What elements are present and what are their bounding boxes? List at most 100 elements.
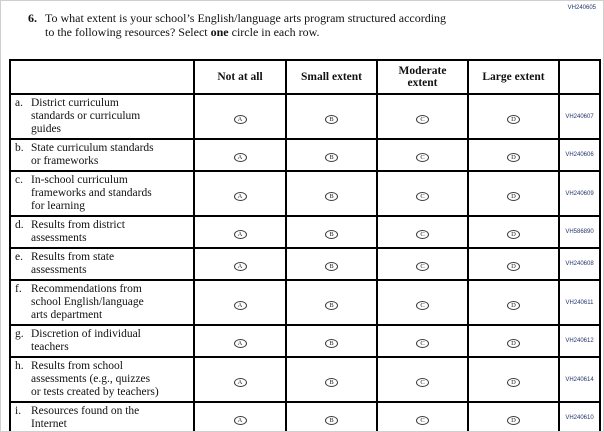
question-number: 6.	[28, 11, 37, 25]
answer-bubble-not-at-all[interactable]: A	[233, 416, 247, 425]
question-block: 6. To what extent is your school’s Engli…	[28, 11, 447, 39]
answer-bubble-not-at-all[interactable]: A	[233, 300, 247, 310]
cell-moderate-extent: C	[376, 401, 469, 431]
header-moderate-extent: Moderate extent	[376, 59, 469, 95]
table-row: f. Recommendations from school English/l…	[9, 279, 601, 326]
answer-bubble-large-extent[interactable]: D	[507, 262, 520, 271]
cell-small-extent: B	[285, 93, 378, 140]
answer-bubble-not-at-all[interactable]: A	[233, 114, 247, 124]
row-label-cell: b. State curriculum standards or framewo…	[9, 138, 195, 172]
row-letter: h.	[15, 360, 24, 372]
cell-small-extent: B	[285, 279, 378, 326]
answer-bubble-small-extent[interactable]: B	[325, 230, 338, 239]
row-letter: b.	[15, 142, 24, 154]
answer-bubble-moderate-extent[interactable]: C	[416, 230, 429, 239]
row-label: Results from state assessments	[31, 251, 115, 276]
row-label-cell: i. Resources found on the Internet	[9, 401, 195, 431]
cell-not-at-all: A	[193, 356, 287, 403]
answer-bubble-small-extent[interactable]: B	[325, 191, 338, 201]
answer-bubble-large-extent[interactable]: D	[507, 153, 520, 162]
row-label: State curriculum standards or frameworks	[31, 142, 154, 167]
answer-bubble-not-at-all[interactable]: A	[233, 191, 247, 201]
answer-bubble-not-at-all[interactable]: A	[233, 230, 247, 239]
answer-bubble-large-extent[interactable]: D	[507, 300, 520, 310]
row-label: Results from school assessments (e.g., q…	[31, 360, 159, 398]
row-label-cell: f. Recommendations from school English/l…	[9, 279, 195, 326]
answer-bubble-small-extent[interactable]: B	[325, 262, 338, 271]
row-letter: c.	[15, 174, 23, 186]
cell-large-extent: D	[467, 279, 560, 326]
table-row: h. Results from school assessments (e.g.…	[9, 356, 601, 403]
table-header: Not at all Small extent Moderate extent …	[9, 59, 601, 95]
row-code: VH240607	[558, 93, 601, 140]
question-line2-pre: to the following resources? Select	[45, 24, 211, 39]
cell-large-extent: D	[467, 170, 560, 217]
answer-bubble-large-extent[interactable]: D	[507, 114, 520, 124]
cell-small-extent: B	[285, 324, 378, 358]
answer-bubble-moderate-extent[interactable]: C	[416, 300, 429, 310]
row-code: VH240609	[558, 170, 601, 217]
answer-bubble-large-extent[interactable]: D	[507, 339, 520, 348]
answer-bubble-small-extent[interactable]: B	[325, 153, 338, 162]
table-row: b. State curriculum standards or framewo…	[9, 138, 601, 172]
row-label: Resources found on the Internet	[31, 405, 140, 430]
answer-bubble-small-extent[interactable]: B	[325, 300, 338, 310]
row-label: Recommendations from school English/lang…	[31, 283, 144, 321]
question-line1: To what extent is your school’s English/…	[45, 11, 447, 25]
cell-not-at-all: A	[193, 247, 287, 281]
cell-large-extent: D	[467, 138, 560, 172]
answer-bubble-small-extent[interactable]: B	[325, 377, 338, 387]
answer-bubble-not-at-all[interactable]: A	[233, 153, 247, 162]
row-code: VH240610	[558, 401, 601, 431]
cell-moderate-extent: C	[376, 215, 469, 249]
answer-bubble-not-at-all[interactable]: A	[233, 339, 247, 348]
row-label-cell: g. Discretion of individual teachers	[9, 324, 195, 358]
row-label-cell: e. Results from state assessments	[9, 247, 195, 281]
answer-bubble-moderate-extent[interactable]: C	[416, 114, 429, 124]
cell-not-at-all: A	[193, 279, 287, 326]
answer-bubble-moderate-extent[interactable]: C	[416, 377, 429, 387]
row-letter: d.	[15, 219, 24, 231]
answer-bubble-small-extent[interactable]: B	[325, 114, 338, 124]
table-row: d. Results from district assessments A B…	[9, 215, 601, 249]
table-row: c. In-school curriculum frameworks and s…	[9, 170, 601, 217]
cell-moderate-extent: C	[376, 247, 469, 281]
answer-bubble-moderate-extent[interactable]: C	[416, 339, 429, 348]
answer-bubble-moderate-extent[interactable]: C	[416, 416, 429, 425]
row-letter: g.	[15, 328, 24, 340]
answer-bubble-moderate-extent[interactable]: C	[416, 262, 429, 271]
header-row: Not at all Small extent Moderate extent …	[9, 59, 601, 95]
cell-moderate-extent: C	[376, 279, 469, 326]
cell-small-extent: B	[285, 138, 378, 172]
cell-large-extent: D	[467, 401, 560, 431]
header-small-extent: Small extent	[285, 59, 378, 95]
cell-large-extent: D	[467, 247, 560, 281]
row-code: VH240611	[558, 279, 601, 326]
cell-moderate-extent: C	[376, 138, 469, 172]
answer-bubble-small-extent[interactable]: B	[325, 339, 338, 348]
row-code: VH240612	[558, 324, 601, 358]
answer-bubble-large-extent[interactable]: D	[507, 416, 520, 425]
answer-bubble-not-at-all[interactable]: A	[233, 262, 247, 271]
cell-small-extent: B	[285, 356, 378, 403]
response-table: Not at all Small extent Moderate extent …	[9, 59, 601, 431]
table-row: g. Discretion of individual teachers A B…	[9, 324, 601, 358]
answer-bubble-large-extent[interactable]: D	[507, 230, 520, 239]
answer-bubble-large-extent[interactable]: D	[507, 377, 520, 387]
table-body: a. District curriculum standards or curr…	[9, 93, 601, 431]
answer-bubble-moderate-extent[interactable]: C	[416, 191, 429, 201]
cell-large-extent: D	[467, 324, 560, 358]
cell-not-at-all: A	[193, 93, 287, 140]
header-large-extent: Large extent	[467, 59, 560, 95]
answer-bubble-large-extent[interactable]: D	[507, 191, 520, 201]
cell-moderate-extent: C	[376, 356, 469, 403]
row-label-cell: a. District curriculum standards or curr…	[9, 93, 195, 140]
row-letter: f.	[15, 283, 22, 295]
answer-bubble-small-extent[interactable]: B	[325, 416, 338, 425]
row-label: Results from district assessments	[31, 219, 125, 244]
cell-small-extent: B	[285, 215, 378, 249]
answer-bubble-not-at-all[interactable]: A	[233, 377, 247, 387]
question-line2-post: circle in each row.	[228, 24, 320, 39]
answer-bubble-moderate-extent[interactable]: C	[416, 153, 429, 162]
